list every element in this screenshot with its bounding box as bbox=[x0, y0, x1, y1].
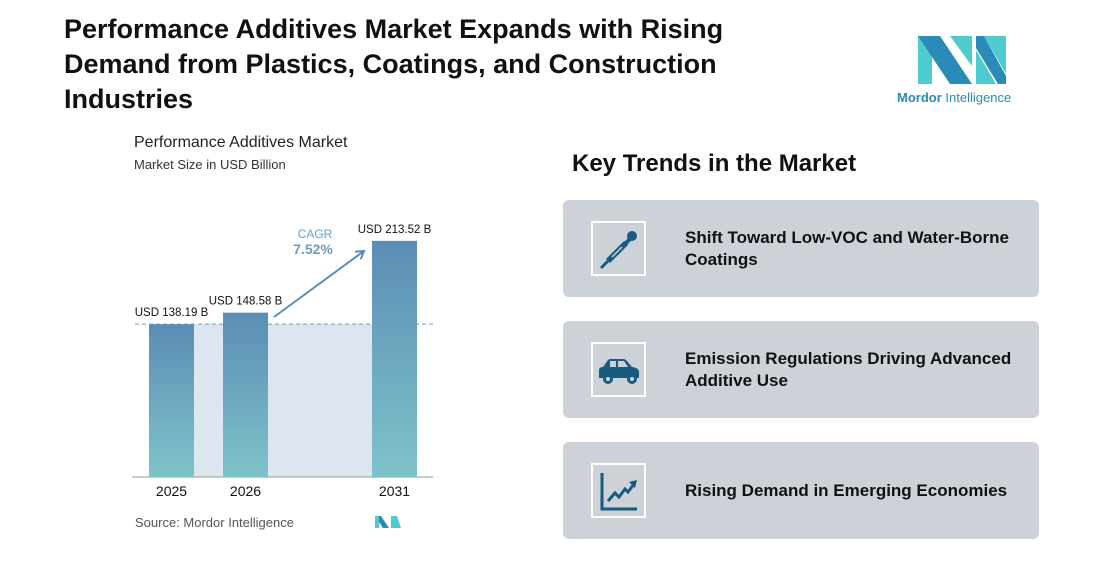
trend-label: Shift Toward Low-VOC and Water-Borne Coa… bbox=[685, 227, 1009, 269]
trend-label: Emission Regulations Driving Advanced Ad… bbox=[685, 348, 1012, 390]
bar-2025 bbox=[149, 324, 194, 477]
data-label: USD 148.58 B bbox=[209, 296, 283, 308]
trend-card: Shift Toward Low-VOC and Water-Borne Coa… bbox=[563, 200, 1039, 297]
trends-title: Key Trends in the Market bbox=[572, 150, 857, 177]
bar-chart: USD 138.19 B 2025 USD 148.58 B 2026 USD 213.… bbox=[132, 224, 433, 528]
bar-2026 bbox=[223, 312, 268, 477]
chart-subtitle: Market Size in USD Billion bbox=[134, 157, 286, 172]
dropper-icon bbox=[591, 221, 646, 276]
cagr-value: 7.52% bbox=[293, 241, 333, 257]
mini-logo-icon bbox=[391, 516, 401, 528]
trend-card: Rising Demand in Emerging Economies bbox=[563, 442, 1039, 539]
trend-card: Emission Regulations Driving Advanced Ad… bbox=[563, 321, 1039, 418]
chart-title: Performance Additives Market bbox=[134, 134, 348, 151]
data-label: USD 213.52 B bbox=[358, 224, 432, 236]
mini-logo-icon bbox=[375, 516, 379, 528]
bar-2031 bbox=[372, 240, 417, 477]
cagr-arrow bbox=[273, 251, 364, 318]
x-tick-label: 2031 bbox=[379, 483, 410, 499]
logo-text: Mordor Intelligence bbox=[897, 90, 1012, 105]
data-label: USD 138.19 B bbox=[135, 307, 209, 319]
x-tick-label: 2026 bbox=[230, 483, 261, 499]
car-icon bbox=[591, 342, 646, 397]
cagr-label: CAGR bbox=[298, 227, 333, 241]
x-tick-label: 2025 bbox=[156, 483, 187, 499]
chart-source: Source: Mordor Intelligence bbox=[135, 515, 294, 530]
page-title: Performance Additives Market Expands wit… bbox=[64, 14, 724, 114]
growth-chart-icon bbox=[591, 463, 646, 518]
trend-label: Rising Demand in Emerging Economies bbox=[685, 480, 1008, 500]
mordor-logo-icon bbox=[918, 36, 1006, 84]
